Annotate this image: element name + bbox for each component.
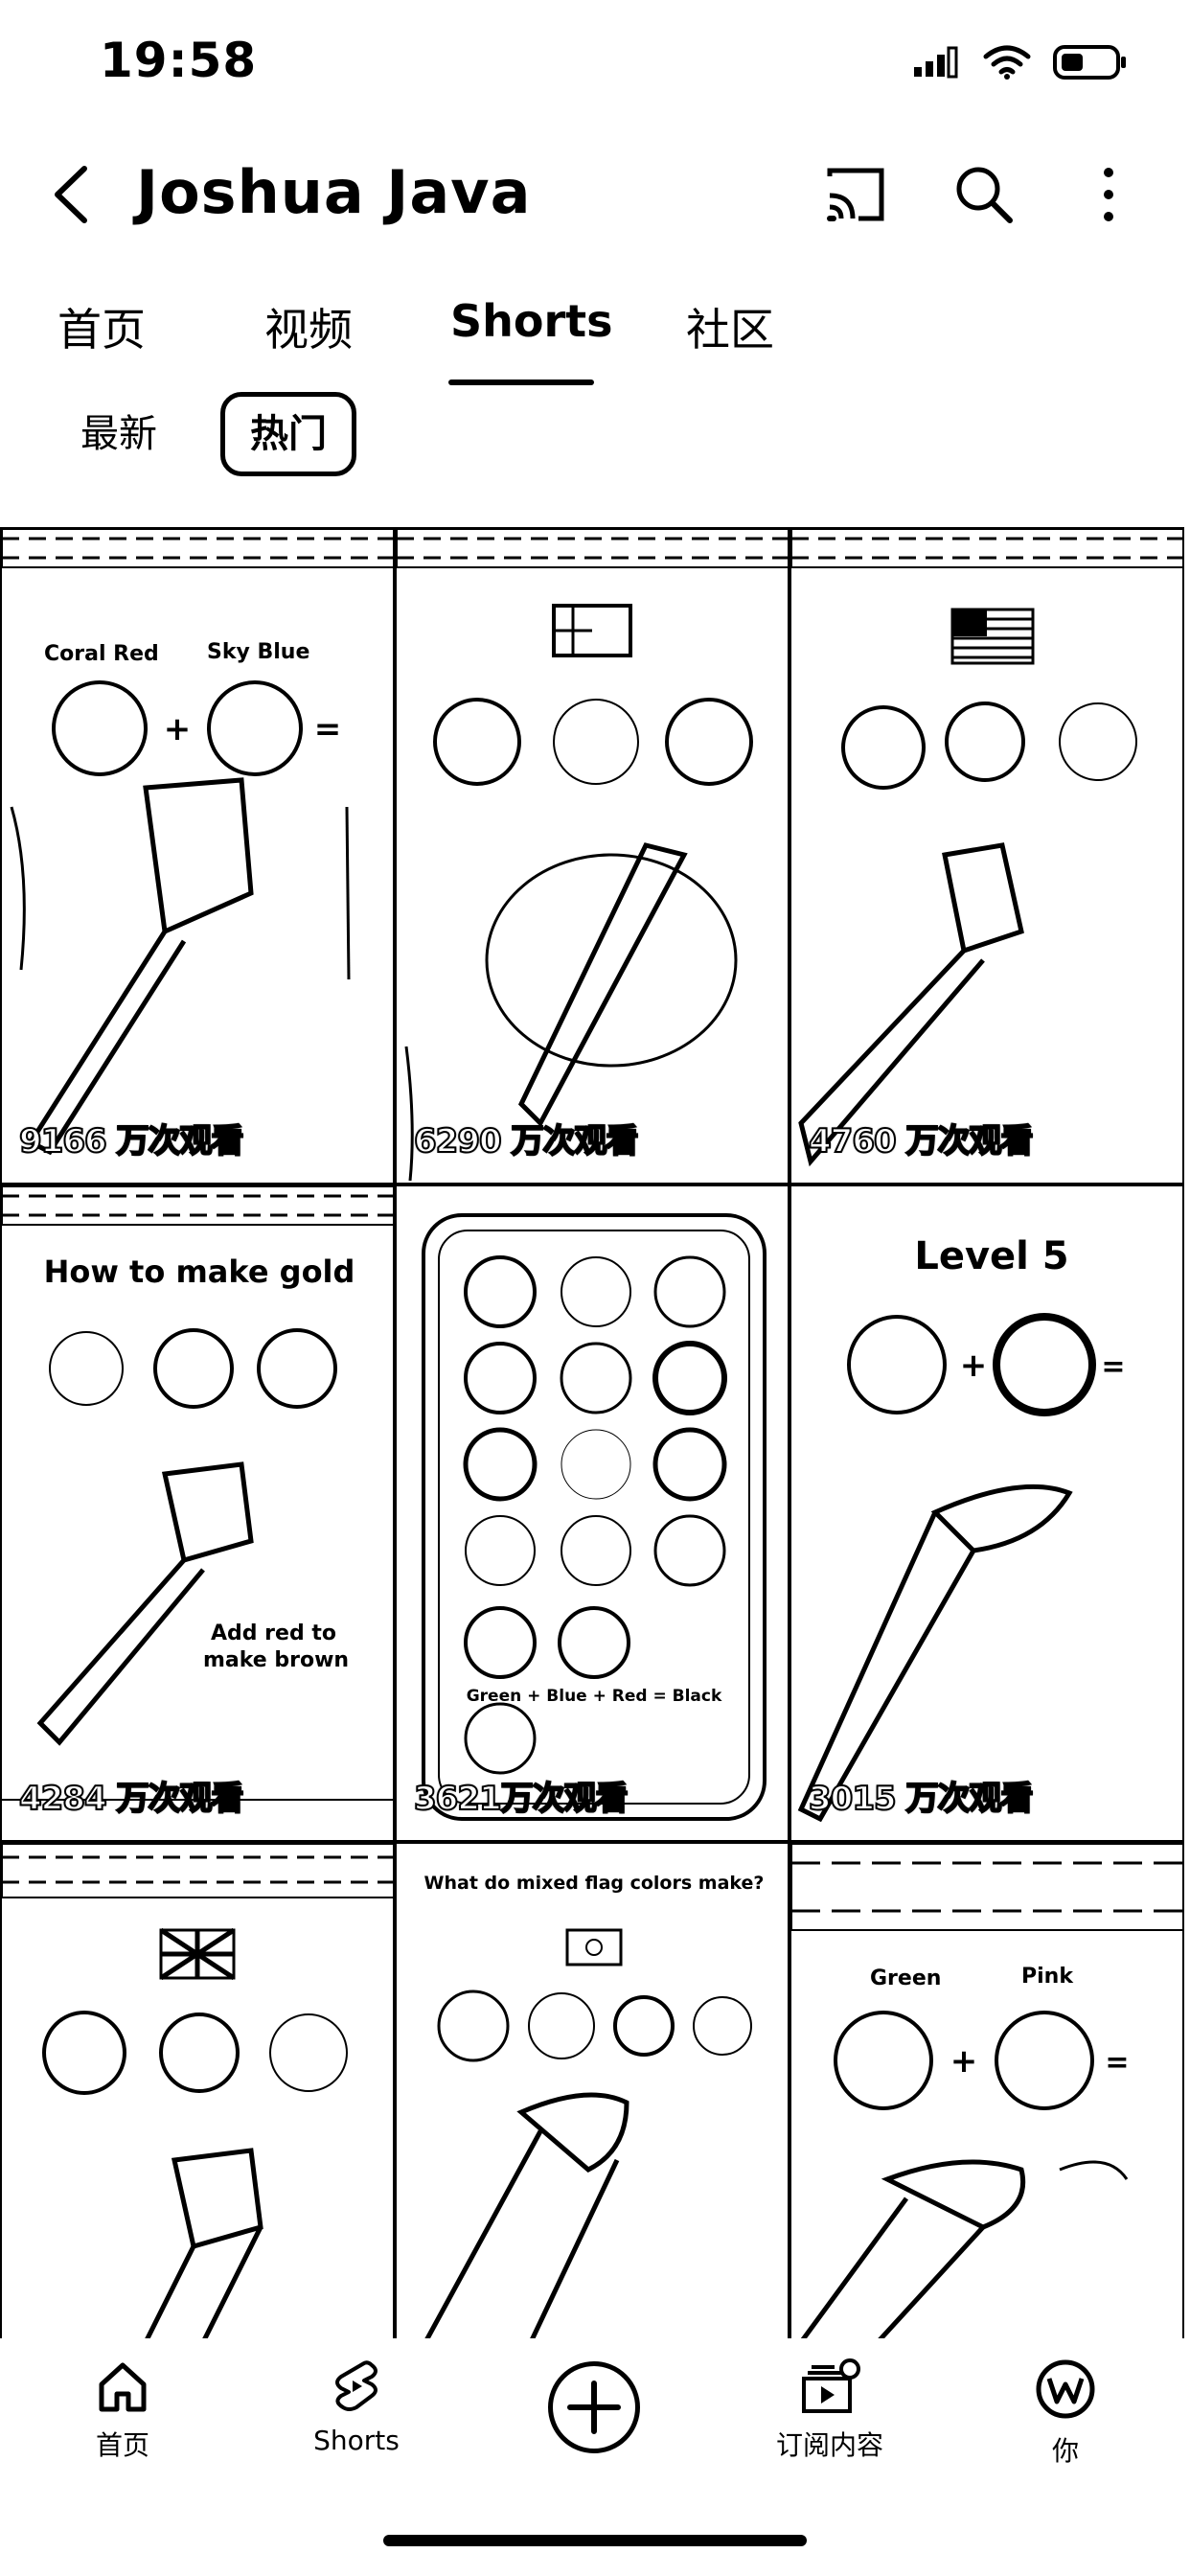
short-caption: What do mixed flag colors make? (423, 1873, 765, 1894)
nav-you[interactable]: 你 (970, 2358, 1161, 2469)
home-icon (99, 2362, 147, 2412)
paint-mixing-illustration: + = (2, 529, 393, 1156)
paint-palette-illustration (422, 1213, 767, 1821)
flag-icon (565, 1928, 623, 1966)
svg-text:+: + (164, 710, 192, 748)
view-count: 3621万次观看 (413, 1779, 629, 1819)
status-bar: 19:58 (0, 0, 1190, 125)
paint-mixing-illustration (2, 1844, 393, 2338)
short-caption: make brown (203, 1648, 350, 1672)
short-thumbnail[interactable]: 6290 万次观看 (395, 527, 790, 1184)
cast-icon[interactable] (822, 161, 889, 228)
channel-tabs: 首页 视频 Shorts 社区 (0, 278, 1190, 393)
color-label: Green (870, 1966, 942, 1990)
signal-icon (914, 46, 958, 79)
nav-shorts[interactable]: Shorts (261, 2358, 452, 2456)
short-thumbnail[interactable]: How to make gold Add red to make brown 4… (0, 1184, 395, 1842)
short-thumbnail[interactable]: + = Coral Red Sky Blue 9166 万次观看 (0, 527, 395, 1184)
short-thumbnail[interactable]: What do mixed flag colors make? (395, 1842, 790, 2340)
paint-mixing-illustration (424, 1928, 752, 2338)
view-count: 3015 万次观看 (808, 1779, 1034, 1819)
short-thumbnail[interactable]: 4760 万次观看 (790, 527, 1184, 1184)
short-caption: How to make gold (43, 1254, 355, 1290)
svg-text:=: = (314, 710, 342, 748)
short-thumbnail[interactable] (0, 1842, 395, 2340)
paint-mixing-illustration: + = (797, 1313, 1126, 1823)
short-thumbnail[interactable]: + = Level 5 3015 万次观看 (790, 1184, 1184, 1842)
view-count: 9166 万次观看 (18, 1121, 244, 1162)
paint-mixing-illustration (397, 529, 788, 1182)
chip-latest[interactable]: 最新 (80, 412, 157, 456)
nav-label: 你 (1051, 2435, 1079, 2467)
paint-mixing-illustration (791, 529, 1182, 1167)
home-indicator (383, 2535, 807, 2546)
short-caption: Level 5 (914, 1234, 1069, 1278)
sort-chips: 最新 热门 (0, 388, 1190, 484)
nav-label: 订阅内容 (775, 2429, 883, 2461)
search-icon[interactable] (950, 161, 1018, 228)
tab-community[interactable]: 社区 (686, 304, 774, 356)
paint-mixing-illustration (2, 1186, 393, 1801)
flag-icon (159, 1927, 236, 1981)
nav-label: 首页 (95, 2429, 149, 2461)
view-count: 4284 万次观看 (18, 1779, 244, 1819)
back-icon[interactable] (42, 161, 109, 228)
tab-videos[interactable]: 视频 (264, 304, 353, 356)
chip-popular[interactable]: 热门 (220, 392, 356, 476)
create-icon (567, 2380, 621, 2434)
subscriptions-icon (802, 2358, 860, 2413)
nav-label: Shorts (313, 2425, 400, 2456)
channel-title: Joshua Java (136, 157, 532, 227)
svg-text:=: = (1101, 1350, 1125, 1384)
svg-text:+: + (960, 1346, 988, 1385)
avatar (1036, 2359, 1095, 2419)
nav-subscriptions[interactable]: 订阅内容 (734, 2358, 926, 2463)
shorts-icon (335, 2360, 378, 2411)
color-label: Pink (1021, 1965, 1073, 1989)
paint-mixing-illustration: + = (791, 1844, 1182, 2338)
tab-shorts[interactable]: Shorts (450, 295, 613, 347)
flag-icon (950, 608, 1035, 665)
short-caption: Add red to (211, 1622, 336, 1645)
short-thumbnail[interactable]: + = Green Pink (790, 1842, 1184, 2340)
view-count: 6290 万次观看 (413, 1121, 639, 1162)
app-bar: Joshua Java (0, 144, 1190, 249)
short-thumbnail[interactable]: Green + Blue + Red = Black 3621万次观看 (395, 1184, 790, 1842)
color-label: Sky Blue (207, 640, 310, 664)
short-caption: Green + Blue + Red = Black (466, 1687, 722, 1706)
view-count: 4760 万次观看 (808, 1121, 1034, 1162)
color-label: Coral Red (44, 642, 159, 666)
tab-home[interactable]: 首页 (57, 304, 146, 356)
wifi-icon (983, 45, 1031, 80)
status-time: 19:58 (100, 33, 258, 88)
svg-text:=: = (1105, 2046, 1129, 2080)
more-options-icon[interactable] (1075, 161, 1142, 228)
nav-home[interactable]: 首页 (27, 2358, 218, 2463)
battery-icon (1053, 45, 1126, 80)
status-icons (912, 44, 1129, 80)
active-tab-indicator (448, 380, 594, 385)
create-button[interactable] (548, 2361, 640, 2453)
svg-text:+: + (950, 2042, 978, 2081)
